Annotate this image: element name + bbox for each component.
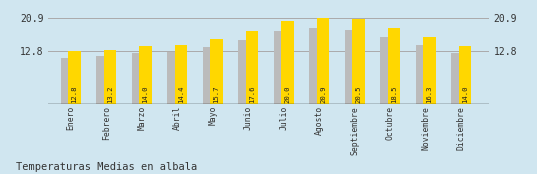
Bar [281, 21, 294, 104]
Bar [96, 56, 108, 104]
Bar [132, 53, 144, 104]
Bar [452, 53, 464, 104]
Bar [168, 52, 180, 104]
Text: 14.0: 14.0 [462, 86, 468, 103]
Bar [317, 18, 329, 104]
Text: 14.0: 14.0 [142, 86, 148, 103]
Bar [388, 28, 400, 104]
Bar [459, 46, 471, 104]
Bar [274, 31, 286, 104]
Bar [238, 40, 251, 104]
Text: 20.5: 20.5 [355, 86, 361, 103]
Text: 13.2: 13.2 [107, 86, 113, 103]
Text: 20.9: 20.9 [320, 86, 326, 103]
Text: 12.8: 12.8 [71, 86, 77, 103]
Bar [104, 50, 116, 104]
Bar [309, 28, 322, 104]
Bar [380, 37, 393, 104]
Text: 18.5: 18.5 [391, 86, 397, 103]
Text: 16.3: 16.3 [426, 86, 432, 103]
Bar [203, 47, 215, 104]
Bar [68, 51, 81, 104]
Bar [139, 46, 151, 104]
Bar [246, 31, 258, 104]
Bar [211, 39, 223, 104]
Bar [175, 45, 187, 104]
Bar [423, 37, 436, 104]
Text: 14.4: 14.4 [178, 86, 184, 103]
Text: 15.7: 15.7 [214, 86, 220, 103]
Text: 20.0: 20.0 [285, 86, 291, 103]
Text: 17.6: 17.6 [249, 86, 255, 103]
Bar [61, 58, 73, 104]
Bar [352, 19, 365, 104]
Text: Temperaturas Medias en albala: Temperaturas Medias en albala [16, 162, 198, 172]
Bar [416, 45, 429, 104]
Bar [345, 30, 357, 104]
